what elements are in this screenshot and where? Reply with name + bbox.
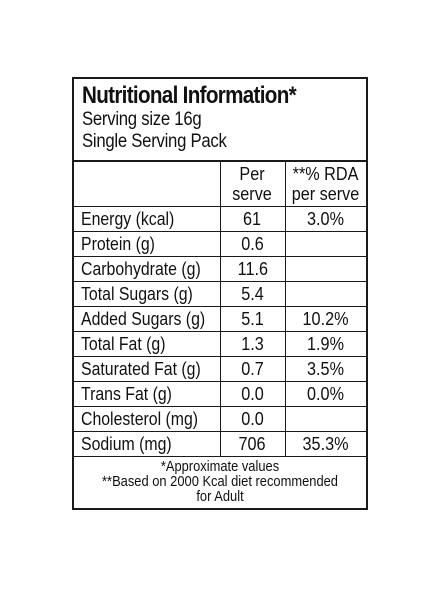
per-serve-value: 0.7 [241, 359, 264, 379]
nutrition-label: Nutritional Information* Serving size 16… [72, 77, 368, 510]
nutrient-name: Total Sugars (g) [81, 284, 193, 304]
nutrient-name: Carbohydrate (g) [81, 259, 201, 279]
nutrient-name-cell: Sodium (mg) [74, 431, 221, 457]
nutrient-name-cell: Cholesterol (mg) [74, 406, 221, 432]
per-serve-value: 0.0 [241, 409, 264, 429]
table-row: Trans Fat (g) 0.0 0.0% [74, 381, 366, 407]
nutrient-name: Added Sugars (g) [81, 309, 206, 329]
nutrient-name-cell: Total Sugars (g) [74, 281, 221, 307]
per-serve-value-cell: 1.3 [219, 331, 286, 357]
table-row: Total Fat (g) 1.3 1.9% [74, 331, 366, 357]
footnote-adult: for Adult [196, 488, 244, 505]
table-header-row: Per serve **% RDA per serve [74, 162, 366, 207]
rda-column-header: **% RDA per serve [284, 162, 366, 207]
footnote-approximate: *Approximate values [160, 458, 280, 475]
nutrient-name-cell: Total Fat (g) [74, 331, 221, 357]
rda-value-cell [284, 231, 366, 257]
per-serve-value-cell: 11.6 [219, 256, 286, 282]
nutrient-name: Cholesterol (mg) [81, 409, 199, 429]
nutrient-column-header [74, 162, 221, 207]
table-row: Cholesterol (mg) 0.0 [74, 406, 366, 432]
rda-value: 35.3% [302, 434, 349, 454]
per-serve-value: 706 [238, 434, 267, 454]
table-row: Protein (g) 0.6 [74, 231, 366, 257]
per-serve-value-cell: 61 [219, 206, 286, 232]
per-serve-value-cell: 0.0 [219, 406, 286, 432]
per-serve-value: 61 [243, 209, 262, 229]
rda-value-cell [284, 406, 366, 432]
per-serve-value: 1.3 [241, 334, 264, 354]
per-serve-value: 11.6 [237, 259, 268, 279]
per-serve-value-cell: 0.0 [219, 381, 286, 407]
nutrient-name: Protein (g) [81, 234, 155, 254]
label-header: Nutritional Information* Serving size 16… [74, 79, 366, 162]
label-title: Nutritional Information* [82, 82, 297, 109]
nutrient-name: Trans Fat (g) [81, 384, 172, 404]
per-serve-value-cell: 5.4 [219, 281, 286, 307]
nutrient-name: Sodium (mg) [81, 434, 172, 454]
rda-value: 10.2% [302, 309, 349, 329]
rda-value-cell: 1.9% [284, 331, 366, 357]
nutrient-name: Saturated Fat (g) [81, 359, 201, 379]
nutrient-name: Total Fat (g) [81, 334, 166, 354]
per-serve-value: 0.0 [241, 384, 264, 404]
table-row: Carbohydrate (g) 11.6 [74, 256, 366, 282]
per-serve-header-line2: serve [232, 184, 273, 204]
rda-value-cell: 3.0% [284, 206, 366, 232]
rda-value-cell [284, 281, 366, 307]
per-serve-value: 0.6 [241, 234, 264, 254]
rda-value-cell [284, 256, 366, 282]
table-row: Total Sugars (g) 5.4 [74, 281, 366, 307]
serving-size: Serving size 16g [82, 109, 202, 130]
per-serve-header-line1: Per [239, 164, 266, 184]
nutrient-name-cell: Trans Fat (g) [74, 381, 221, 407]
table-row: Saturated Fat (g) 0.7 3.5% [74, 356, 366, 382]
rda-value: 3.5% [307, 359, 345, 379]
nutrient-name-cell: Energy (kcal) [74, 206, 221, 232]
table-row: Energy (kcal) 61 3.0% [74, 206, 366, 232]
per-serve-value-cell: 0.6 [219, 231, 286, 257]
nutrient-name-cell: Saturated Fat (g) [74, 356, 221, 382]
rda-value: 0.0% [307, 384, 345, 404]
rda-value-cell: 0.0% [284, 381, 366, 407]
per-serve-value-cell: 706 [219, 431, 286, 457]
nutrition-table: Per serve **% RDA per serve Energy (kcal… [74, 162, 366, 457]
table-row: Added Sugars (g) 5.1 10.2% [74, 306, 366, 332]
rda-value-cell: 3.5% [284, 356, 366, 382]
rda-value-cell: 35.3% [284, 431, 366, 457]
nutrient-name-cell: Protein (g) [74, 231, 221, 257]
nutrient-name-cell: Carbohydrate (g) [74, 256, 221, 282]
pack-type: Single Serving Pack [82, 131, 227, 152]
nutrient-name: Energy (kcal) [81, 209, 175, 229]
footnotes: *Approximate values **Based on 2000 Kcal… [74, 457, 366, 504]
rda-value: 3.0% [307, 209, 345, 229]
per-serve-value-cell: 0.7 [219, 356, 286, 382]
per-serve-column-header: Per serve [219, 162, 286, 207]
per-serve-value: 5.4 [241, 284, 264, 304]
per-serve-value: 5.1 [241, 309, 264, 329]
per-serve-value-cell: 5.1 [219, 306, 286, 332]
footnote-rda-basis: **Based on 2000 Kcal diet recommended [102, 473, 338, 490]
rda-value: 1.9% [307, 334, 345, 354]
nutrient-name-cell: Added Sugars (g) [74, 306, 221, 332]
rda-header-line1: **% RDA [292, 164, 359, 184]
rda-header-line2: per serve [291, 184, 360, 204]
rda-value-cell: 10.2% [284, 306, 366, 332]
table-row: Sodium (mg) 706 35.3% [74, 431, 366, 457]
